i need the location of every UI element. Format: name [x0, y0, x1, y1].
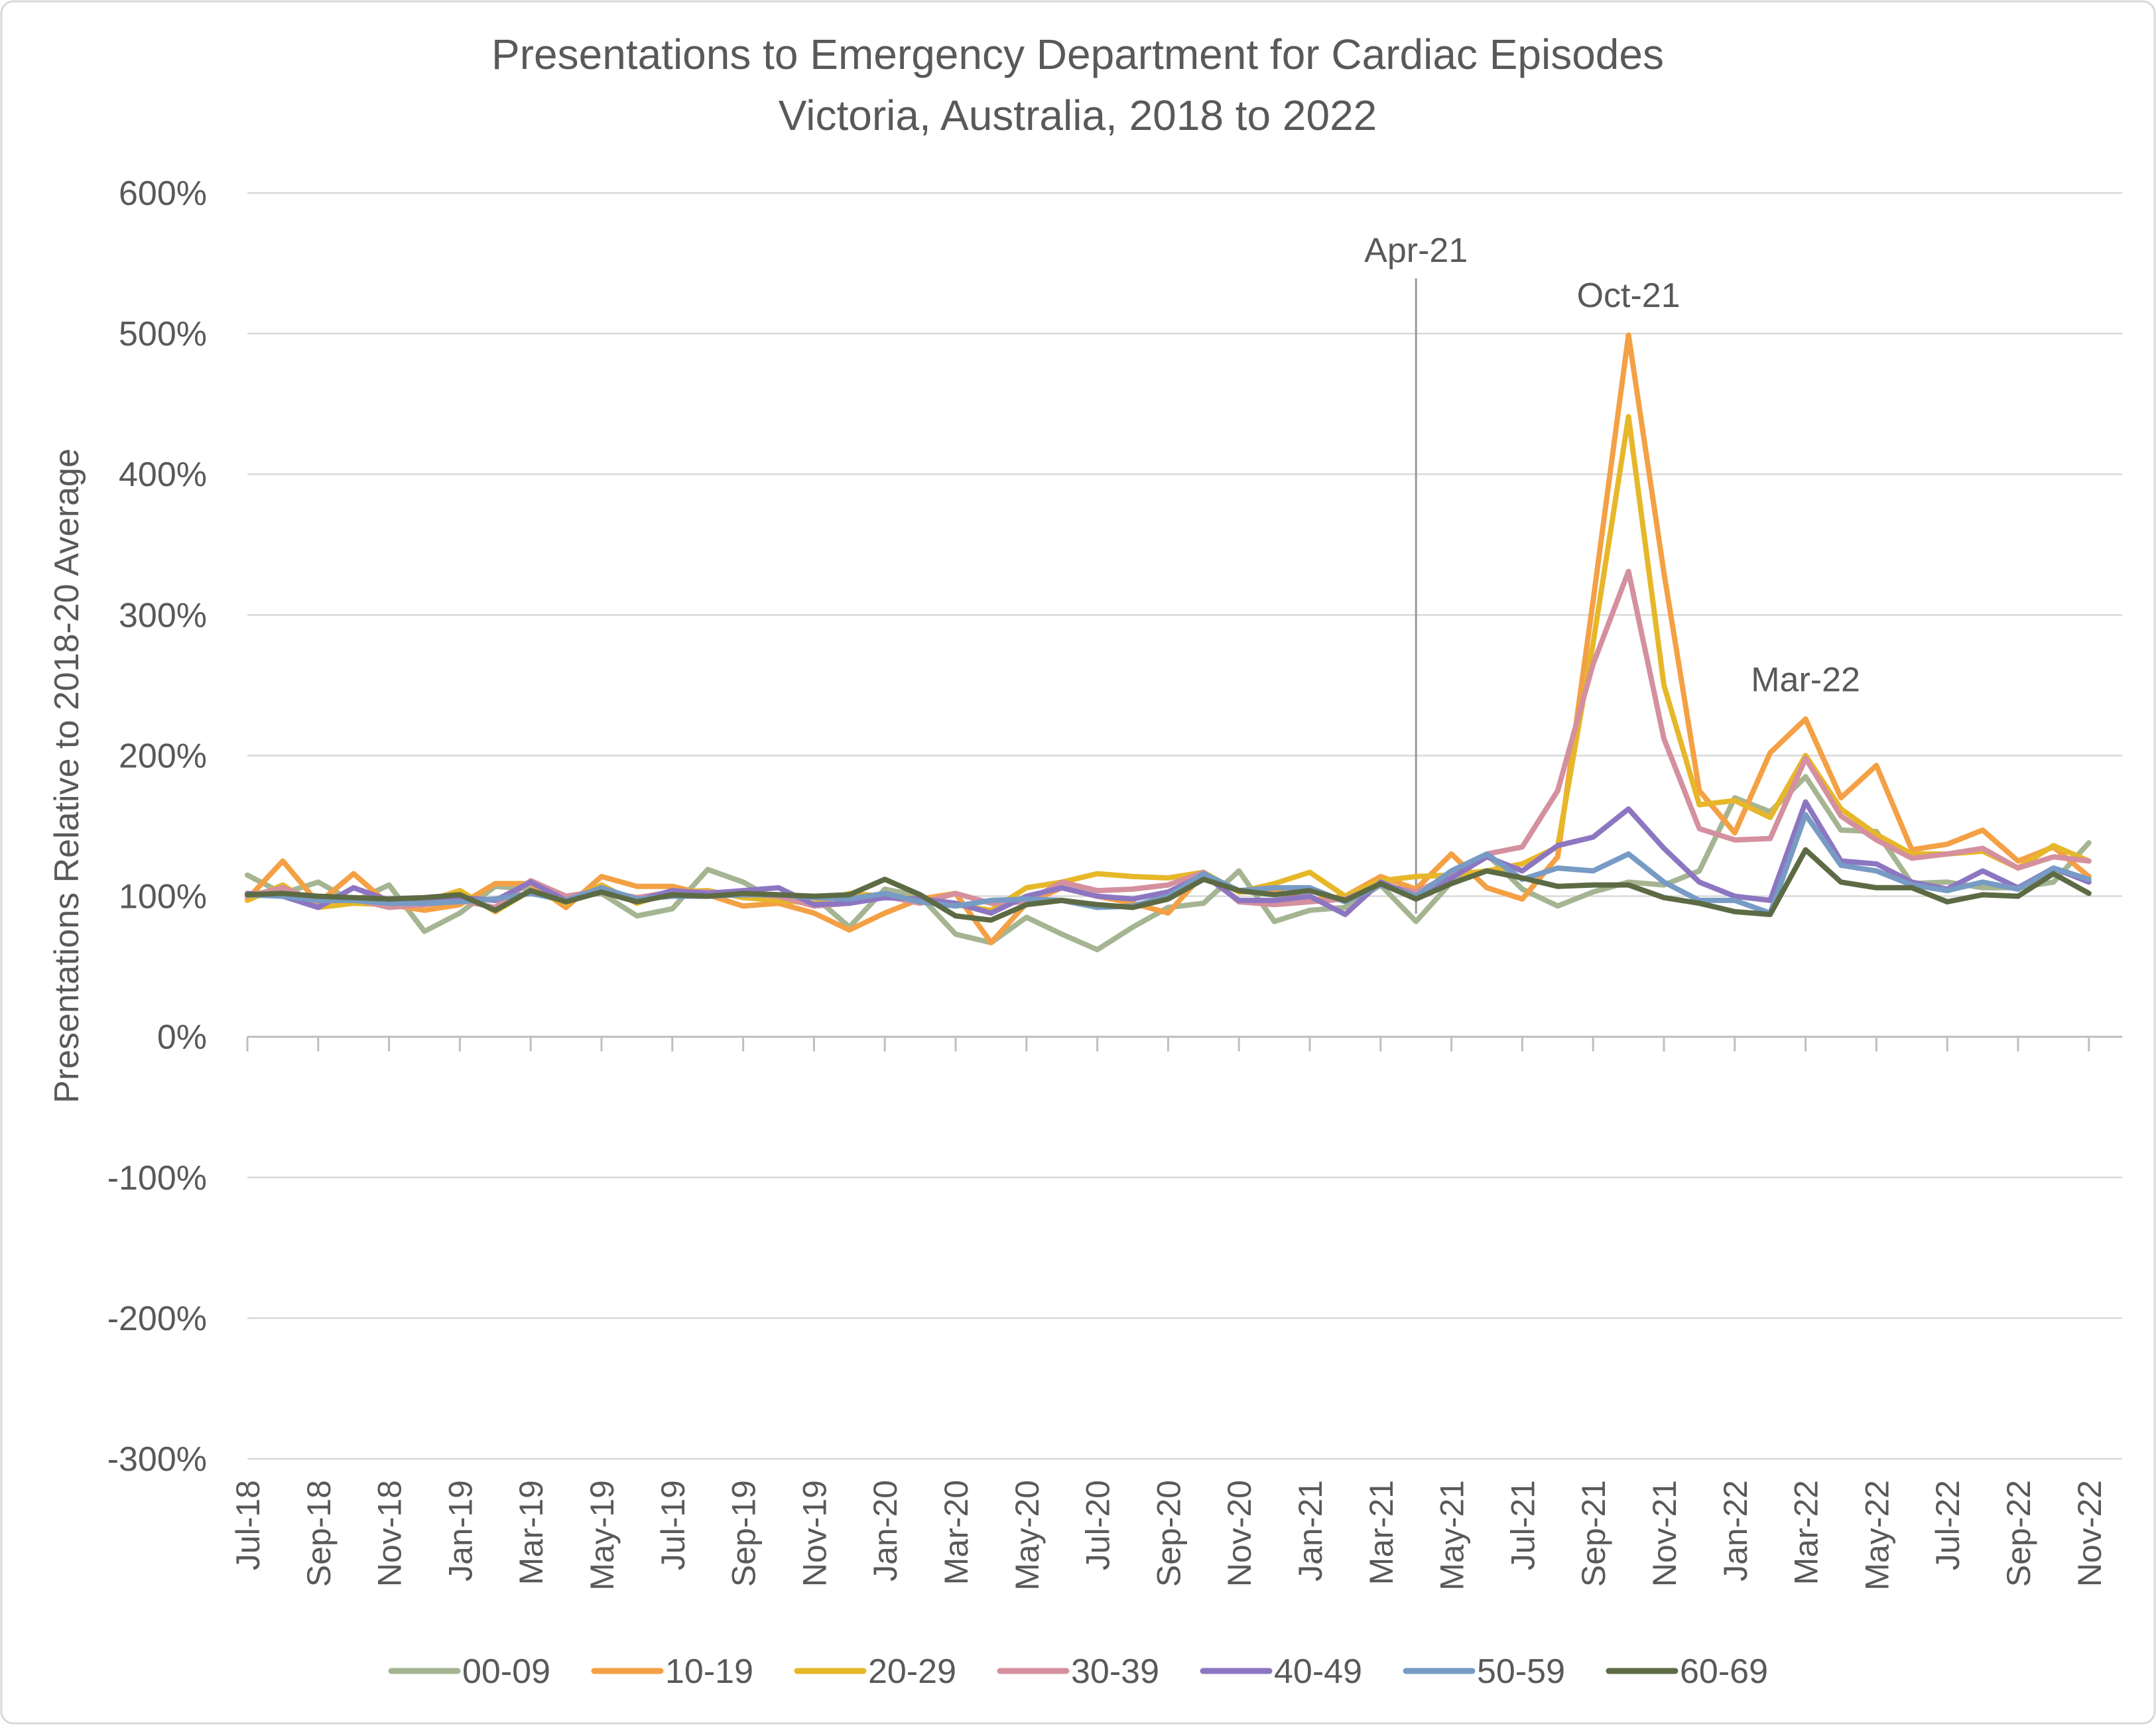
- legend-item: 10-19: [591, 1652, 753, 1691]
- x-tick-label: Jan-21: [1292, 1480, 1329, 1581]
- legend-item: 00-09: [388, 1652, 550, 1691]
- y-tick-label: -100%: [107, 1159, 207, 1198]
- legend-item: 20-29: [794, 1652, 956, 1691]
- chart-title: Presentations to Emergency Department fo…: [491, 31, 1664, 78]
- y-tick-label: 500%: [119, 315, 207, 353]
- legend-item: 60-69: [1606, 1652, 1768, 1691]
- legend-label: 50-59: [1477, 1652, 1565, 1691]
- legend-item: 40-49: [1200, 1652, 1362, 1691]
- x-tick-label: Jan-19: [442, 1480, 479, 1581]
- y-tick-label: 0%: [157, 1018, 207, 1057]
- annotation-label: Apr-21: [1364, 231, 1468, 270]
- legend-label: 60-69: [1680, 1652, 1768, 1691]
- y-axis-label: Presentations Relative to 2018-20 Averag…: [48, 448, 86, 1103]
- x-tick-label: Nov-19: [796, 1480, 833, 1587]
- x-tick-label: Jul-22: [1929, 1480, 1966, 1570]
- x-axis: [246, 1036, 2122, 1052]
- series-line-30-39: [245, 568, 2092, 910]
- legend: 00-09 10-19 20-29 30-39 40-49 50-59 60-69: [388, 1652, 1768, 1691]
- series-line-60-69: [245, 847, 2092, 923]
- legend-item: 30-39: [997, 1652, 1159, 1691]
- legend-label: 10-19: [665, 1652, 753, 1691]
- y-tick-label: 400%: [119, 456, 207, 494]
- y-tick-label: 300%: [119, 596, 207, 635]
- legend-label: 20-29: [868, 1652, 956, 1691]
- y-tick-label: 200%: [119, 737, 207, 775]
- y-tick-label: -200%: [107, 1300, 207, 1338]
- legend-label: 00-09: [462, 1652, 550, 1691]
- x-tick-label: Jul-21: [1504, 1480, 1541, 1570]
- x-tick-label: Jul-20: [1080, 1480, 1117, 1570]
- x-tick-label: Sep-21: [1575, 1480, 1612, 1587]
- legend-item: 50-59: [1403, 1652, 1565, 1691]
- x-tick-label: Mar-19: [513, 1480, 550, 1585]
- y-tick-label: -300%: [107, 1440, 207, 1479]
- x-tick-label: May-22: [1858, 1480, 1895, 1591]
- chart-subtitle: Victoria, Australia, 2018 to 2022: [779, 92, 1377, 139]
- series-line-40-49: [245, 799, 2092, 918]
- x-tick-label: May-19: [584, 1480, 621, 1591]
- annotation-label: Oct-21: [1577, 277, 1680, 315]
- x-tick-label: Mar-22: [1788, 1480, 1825, 1585]
- x-tick-label: Nov-21: [1646, 1480, 1683, 1587]
- x-tick-label: Jul-19: [655, 1480, 692, 1570]
- x-tick-label: Nov-18: [371, 1480, 409, 1587]
- x-tick-label: Mar-20: [938, 1480, 975, 1585]
- x-tick-label: Nov-22: [2071, 1480, 2108, 1587]
- x-tick-label: Jul-18: [229, 1480, 267, 1570]
- x-tick-label: Sep-19: [726, 1480, 763, 1587]
- x-tick-label: Nov-20: [1221, 1480, 1258, 1587]
- annotation-label: Mar-22: [1751, 660, 1860, 699]
- series-lines: [245, 332, 2092, 953]
- x-tick-label: May-20: [1009, 1480, 1046, 1591]
- legend-label: 40-49: [1274, 1652, 1362, 1691]
- x-tick-label: Jan-22: [1717, 1480, 1754, 1581]
- legend-label: 30-39: [1071, 1652, 1159, 1691]
- x-axis-tick-labels: Jul-18 Sep-18 Nov-18 Jan-19 Mar-19 May-19 Jul-…: [229, 1480, 2108, 1591]
- y-tick-label: 600%: [119, 174, 207, 213]
- x-tick-label: Sep-18: [300, 1480, 338, 1587]
- x-tick-label: Sep-20: [1150, 1480, 1187, 1587]
- y-tick-label: 100%: [119, 878, 207, 916]
- y-axis-tick-labels: 600% 500% 400% 300% 200% 100% 0% -100% -200% -300…: [107, 174, 207, 1479]
- x-tick-label: Jan-20: [867, 1480, 904, 1581]
- x-tick-label: Mar-21: [1363, 1480, 1400, 1585]
- x-tick-label: May-21: [1434, 1480, 1471, 1591]
- x-tick-label: Sep-22: [2000, 1480, 2037, 1587]
- annotations: Apr-21 Oct-21 Mar-22: [1364, 231, 1860, 914]
